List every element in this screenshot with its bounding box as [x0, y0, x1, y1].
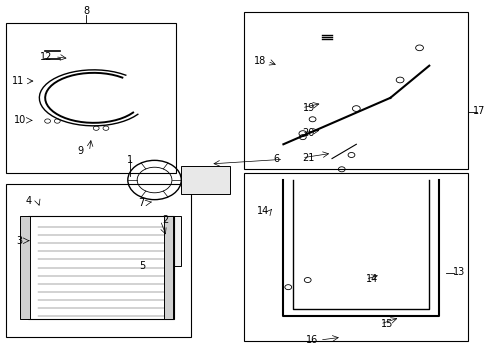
Text: 14: 14 — [366, 274, 378, 284]
Text: 15: 15 — [380, 319, 392, 329]
FancyBboxPatch shape — [181, 166, 229, 194]
Text: 6: 6 — [273, 154, 279, 164]
Text: 4: 4 — [26, 197, 32, 206]
Text: 5: 5 — [139, 261, 145, 271]
FancyBboxPatch shape — [20, 216, 30, 319]
Text: 10: 10 — [14, 115, 26, 125]
FancyBboxPatch shape — [6, 23, 176, 173]
Text: 12: 12 — [40, 52, 52, 62]
FancyBboxPatch shape — [244, 12, 467, 169]
Text: 13: 13 — [452, 267, 465, 277]
Text: 8: 8 — [83, 6, 89, 17]
Text: 19: 19 — [302, 103, 314, 113]
FancyBboxPatch shape — [137, 216, 181, 266]
Text: 2: 2 — [162, 215, 168, 225]
Text: 7: 7 — [138, 198, 144, 207]
Text: 11: 11 — [12, 76, 24, 86]
FancyBboxPatch shape — [6, 184, 191, 337]
Text: 3: 3 — [17, 236, 23, 246]
Text: 20: 20 — [302, 128, 314, 138]
Text: 21: 21 — [302, 153, 314, 163]
Text: 14: 14 — [256, 206, 268, 216]
FancyBboxPatch shape — [164, 216, 173, 319]
Text: 18: 18 — [254, 57, 266, 66]
FancyBboxPatch shape — [244, 173, 467, 341]
Text: 1: 1 — [127, 155, 133, 165]
FancyBboxPatch shape — [28, 216, 174, 319]
Text: 16: 16 — [306, 335, 318, 345]
Text: 9: 9 — [78, 147, 83, 157]
Text: 17: 17 — [472, 106, 485, 116]
